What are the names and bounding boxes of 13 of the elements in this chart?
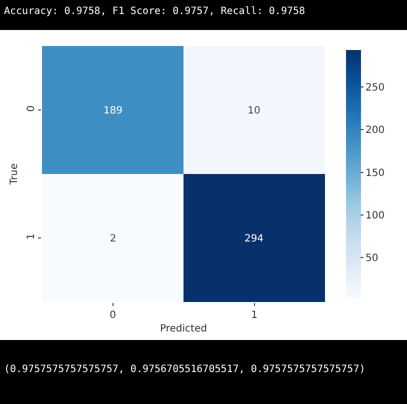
data-label: 10	[248, 106, 260, 116]
color-bar-label: 100	[366, 210, 385, 222]
color-bar-label: 50	[366, 253, 378, 264]
data-label: 189	[103, 106, 123, 116]
color-bar-label: 200	[366, 125, 385, 136]
y-axis-title: True	[9, 163, 20, 186]
data-label: 2	[110, 234, 116, 244]
x-axis-title: Predicted	[160, 324, 207, 334]
color-bar-label: 150	[366, 168, 385, 179]
color-bar-label: 250	[366, 82, 385, 94]
data-label: 294	[244, 234, 264, 244]
text: (0.9757575757575757, 0.9756705516705517, 0.9757575757575757)	[3, 363, 366, 377]
chart-title: Accuracy: 0.9758, F1 Score: 0.9757, Recall: 0.9758	[3, 5, 306, 19]
